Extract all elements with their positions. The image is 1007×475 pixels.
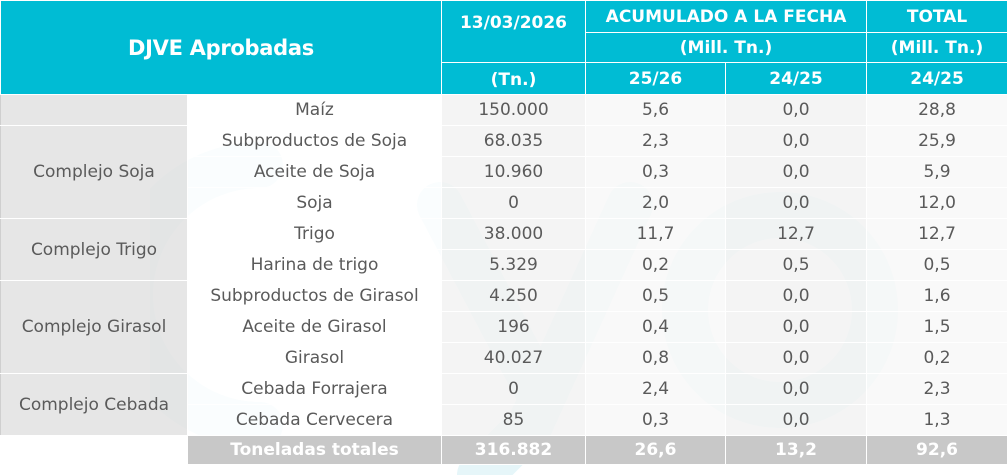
cell-total-2425: 0,2 [867,343,1007,374]
table-row: Maíz 150.000 5,6 0,0 28,8 [1,95,1007,126]
product-label: Cebada Cervecera [188,405,442,436]
product-label: Aceite de Girasol [188,312,442,343]
cell-day: 196 [442,312,586,343]
cell-acc-2425: 0,0 [726,157,867,188]
cell-acc-2526: 5,6 [586,95,726,126]
cell-acc-2526: 2,3 [586,126,726,157]
totals-day: 316.882 [442,436,586,465]
product-label: Soja [188,188,442,219]
cell-acc-2425: 0,0 [726,126,867,157]
cell-day: 0 [442,374,586,405]
table-title: DJVE Aprobadas [1,1,442,95]
group-label: Complejo Girasol [1,281,188,374]
cell-acc-2526: 0,3 [586,405,726,436]
cell-total-2425: 1,5 [867,312,1007,343]
cell-day: 40.027 [442,343,586,374]
header-col-2425: 24/25 [726,63,867,95]
cell-day: 4.250 [442,281,586,312]
group-label: Complejo Cebada [1,374,188,436]
cell-acc-2526: 2,0 [586,188,726,219]
cell-total-2425: 1,3 [867,405,1007,436]
cell-day: 150.000 [442,95,586,126]
cell-acc-2425: 0,0 [726,312,867,343]
header-date-unit: (Tn.) [442,63,586,95]
cell-day: 38.000 [442,219,586,250]
cell-acc-2526: 0,8 [586,343,726,374]
cell-total-2425: 5,9 [867,157,1007,188]
totals-label: Toneladas totales [188,436,442,465]
header-col-2526: 25/26 [586,63,726,95]
cell-total-2425: 25,9 [867,126,1007,157]
header-date: 13/03/2026 [442,1,586,63]
cell-acc-2425: 0,5 [726,250,867,281]
product-label: Subproductos de Soja [188,126,442,157]
header-total-unit: (Mill. Tn.) [867,33,1007,63]
product-label: Cebada Forrajera [188,374,442,405]
totals-acc-2425: 13,2 [726,436,867,465]
totals-total-2425: 92,6 [867,436,1007,465]
table-row: Complejo Cebada Cebada Forrajera 0 2,4 0… [1,374,1007,405]
product-label: Maíz [188,95,442,126]
totals-blank [1,436,188,465]
product-label: Subproductos de Girasol [188,281,442,312]
cell-acc-2425: 0,0 [726,343,867,374]
cell-day: 10.960 [442,157,586,188]
cell-acc-2425: 0,0 [726,281,867,312]
product-label: Girasol [188,343,442,374]
cell-acc-2425: 0,0 [726,374,867,405]
cell-total-2425: 0,5 [867,250,1007,281]
djve-table: DJVE Aprobadas 13/03/2026 ACUMULADO A LA… [0,0,1007,465]
cell-day: 68.035 [442,126,586,157]
cell-acc-2526: 0,4 [586,312,726,343]
cell-day: 0 [442,188,586,219]
totals-row: Toneladas totales 316.882 26,6 13,2 92,6 [1,436,1007,465]
cell-acc-2425: 0,0 [726,95,867,126]
cell-acc-2425: 0,0 [726,188,867,219]
product-label: Trigo [188,219,442,250]
totals-acc-2526: 26,6 [586,436,726,465]
group-label [1,95,188,126]
product-label: Aceite de Soja [188,157,442,188]
cell-acc-2425: 0,0 [726,405,867,436]
header-accum-unit: (Mill. Tn.) [586,33,867,63]
group-label: Complejo Trigo [1,219,188,281]
cell-total-2425: 12,7 [867,219,1007,250]
cell-acc-2526: 0,2 [586,250,726,281]
cell-total-2425: 28,8 [867,95,1007,126]
table-row: Complejo Girasol Subproductos de Girasol… [1,281,1007,312]
cell-day: 5.329 [442,250,586,281]
table-row: Complejo Trigo Trigo 38.000 11,7 12,7 12… [1,219,1007,250]
header-accum-title: ACUMULADO A LA FECHA [586,1,867,33]
cell-total-2425: 1,6 [867,281,1007,312]
group-label: Complejo Soja [1,126,188,219]
cell-day: 85 [442,405,586,436]
cell-total-2425: 2,3 [867,374,1007,405]
table-row: Complejo Soja Subproductos de Soja 68.03… [1,126,1007,157]
cell-acc-2425: 12,7 [726,219,867,250]
product-label: Harina de trigo [188,250,442,281]
cell-total-2425: 12,0 [867,188,1007,219]
cell-acc-2526: 11,7 [586,219,726,250]
cell-acc-2526: 2,4 [586,374,726,405]
header-total-title: TOTAL [867,1,1007,33]
cell-acc-2526: 0,5 [586,281,726,312]
cell-acc-2526: 0,3 [586,157,726,188]
header-col-total-2425: 24/25 [867,63,1007,95]
